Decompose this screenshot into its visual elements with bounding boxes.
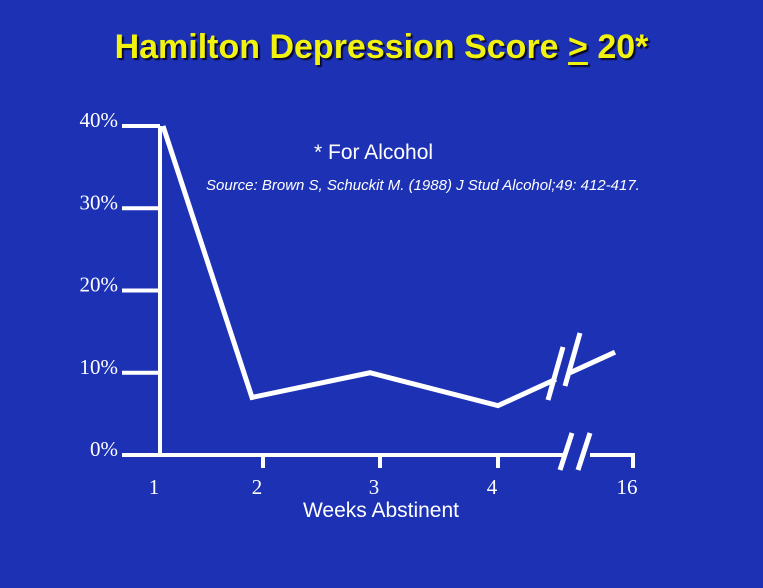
x-tick-label: 16 bbox=[617, 475, 638, 499]
series-break-mark bbox=[545, 346, 566, 401]
axis-break-mark bbox=[557, 432, 575, 471]
y-tick-label: 10% bbox=[80, 355, 119, 379]
x-tick-label: 2 bbox=[252, 475, 263, 499]
x-tick-label: 3 bbox=[369, 475, 380, 499]
series-break-mark bbox=[562, 332, 583, 387]
y-tick-label: 20% bbox=[80, 273, 119, 297]
x-axis-title: Weeks Abstinent bbox=[303, 499, 459, 522]
source-citation: Source: Brown S, Schuckit M. (1988) J St… bbox=[206, 177, 640, 194]
y-tick-label: 30% bbox=[80, 190, 119, 214]
x-tick-label: 1 bbox=[149, 475, 160, 499]
series-line bbox=[160, 125, 558, 409]
x-tick-label: 4 bbox=[487, 475, 498, 499]
footnote: * For Alcohol bbox=[314, 141, 434, 164]
series-line-after-break bbox=[568, 349, 617, 376]
title-threshold: 20* bbox=[587, 28, 649, 66]
title-text: Hamilton Depression Score bbox=[114, 28, 569, 66]
greater-equal-symbol: > bbox=[568, 28, 588, 66]
y-tick-label: 0% bbox=[90, 437, 118, 461]
y-tick-label: 40% bbox=[80, 108, 119, 132]
chart-title: Hamilton Depression Score > 20* bbox=[0, 28, 763, 67]
axis-break-mark bbox=[575, 432, 593, 471]
